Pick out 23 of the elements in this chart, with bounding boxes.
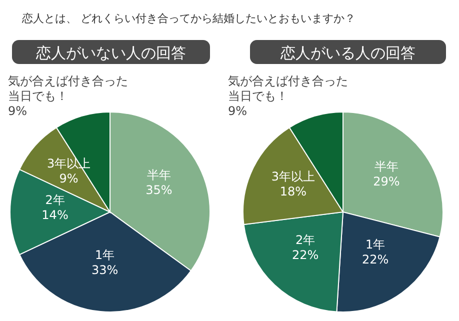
chart-title: 恋人がいる人の回答 [280, 44, 416, 62]
data-label: 22% [362, 252, 389, 266]
data-label: 18% [280, 184, 307, 199]
slice-label: 3年以上 [46, 156, 91, 171]
slice-label: 半年 [374, 159, 398, 174]
slice-label: 半年 [147, 168, 172, 182]
slice-label: 3年以上 [271, 170, 316, 184]
data-label: 33% [91, 262, 118, 277]
data-label: 9% [59, 172, 78, 186]
data-label: 9% [228, 104, 248, 118]
slice-label: 1年 [366, 237, 386, 252]
slice-label: 気が合えば付き合った当日でも！ [8, 74, 128, 103]
chart-title: 恋人がいない人の回答 [35, 44, 186, 62]
slice-label: 1年 [95, 248, 115, 262]
data-label: 35% [146, 183, 172, 198]
slice-label: 2年 [45, 193, 65, 207]
slice-label: 2年 [296, 233, 316, 248]
data-label: 9% [8, 104, 28, 118]
slice-label: 気が合えば付き合った当日でも！ [228, 74, 348, 103]
data-label: 29% [373, 174, 400, 188]
data-label: 22% [292, 248, 319, 262]
text: 恋人とは、 どれくらい付き合ってから結婚したいとおもいますか？ [21, 12, 356, 25]
data-label: 14% [42, 208, 68, 222]
